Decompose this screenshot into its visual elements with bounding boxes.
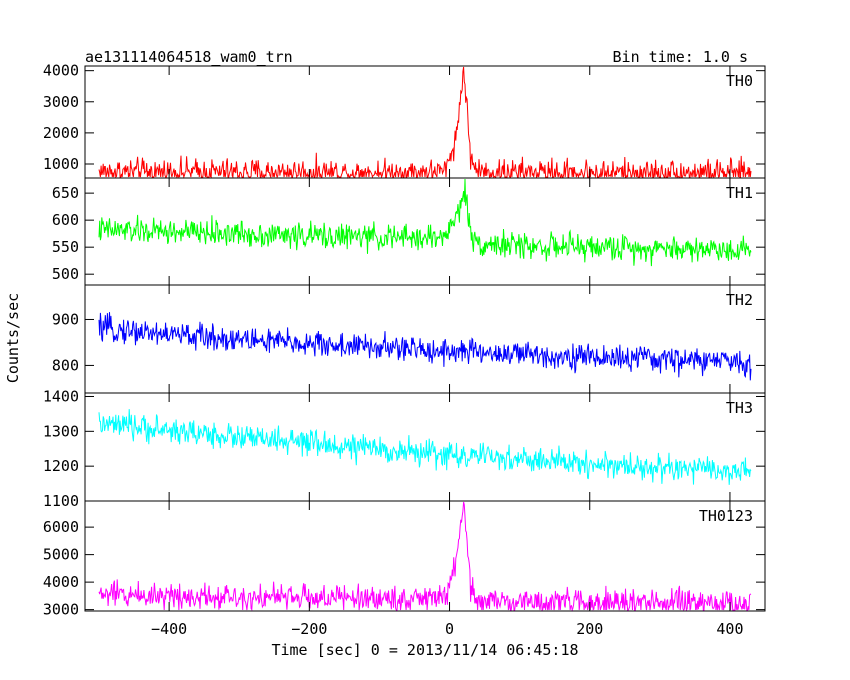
y-axis-label: Counts/sec — [4, 293, 22, 383]
panel-th1: 500 550 600 650 TH1 — [52, 177, 766, 286]
trace-th2 — [98, 312, 752, 381]
ytick-label-th0: 4000 — [43, 62, 79, 80]
panel-label-th2: TH2 — [726, 291, 753, 309]
xtick-label: 0 — [445, 620, 454, 638]
ytick-label-th0: 1000 — [43, 155, 79, 173]
ytick-label-th3: 1400 — [43, 387, 79, 405]
ytick-label-th0: 2000 — [43, 124, 79, 142]
ytick-label-th1: 600 — [52, 211, 79, 229]
xtick-label: −400 — [151, 620, 187, 638]
bin-time-label: Bin time: 1.0 s — [613, 48, 748, 66]
ytick-label-th0123: 3000 — [43, 601, 79, 619]
panels-group: 1000 2000 3000 4000 TH0 500 550 600 650 TH1 800 900… — [43, 62, 766, 619]
ytick-label-th2: 900 — [52, 310, 79, 328]
ytick-label-th3: 1300 — [43, 422, 79, 440]
chart-title: ae131114064518_wam0_trn — [85, 48, 293, 66]
panel-label-th0: TH0 — [726, 72, 753, 90]
frame-th2 — [84, 284, 766, 394]
panel-th2: 800 900 TH2 — [52, 284, 766, 394]
x-tick-labels: −400 −200 0 200 400 — [151, 620, 743, 638]
frame-th3 — [84, 392, 766, 502]
xtick-label: 400 — [716, 620, 743, 638]
trace-th0 — [98, 66, 752, 179]
ytick-label-th0123: 6000 — [43, 518, 79, 536]
trace-th3 — [98, 409, 752, 485]
frame-th0123 — [84, 500, 766, 612]
panel-label-th0123: TH0123 — [699, 507, 753, 525]
panel-th0: 1000 2000 3000 4000 TH0 — [43, 62, 766, 179]
x-axis-label: Time [sec] 0 = 2013/11/14 06:45:18 — [271, 641, 578, 659]
ytick-label-th1: 500 — [52, 265, 79, 283]
ytick-label-th3: 1100 — [43, 492, 79, 510]
panel-th3: 1100 1200 1300 1400 TH3 — [43, 387, 766, 510]
ytick-label-th3: 1200 — [43, 457, 79, 475]
trace-th0123 — [98, 501, 752, 612]
panel-th0123: 3000 4000 5000 6000 TH0123 — [43, 500, 766, 619]
ytick-label-th1: 650 — [52, 184, 79, 202]
panel-label-th1: TH1 — [726, 184, 753, 202]
ytick-label-th0: 3000 — [43, 93, 79, 111]
ytick-label-th0123: 4000 — [43, 573, 79, 591]
ytick-label-th2: 800 — [52, 356, 79, 374]
xtick-label: −200 — [291, 620, 327, 638]
panel-label-th3: TH3 — [726, 399, 753, 417]
ytick-label-th1: 550 — [52, 238, 79, 256]
xtick-label: 200 — [576, 620, 603, 638]
trace-th1 — [98, 178, 752, 267]
ytick-label-th0123: 5000 — [43, 546, 79, 564]
